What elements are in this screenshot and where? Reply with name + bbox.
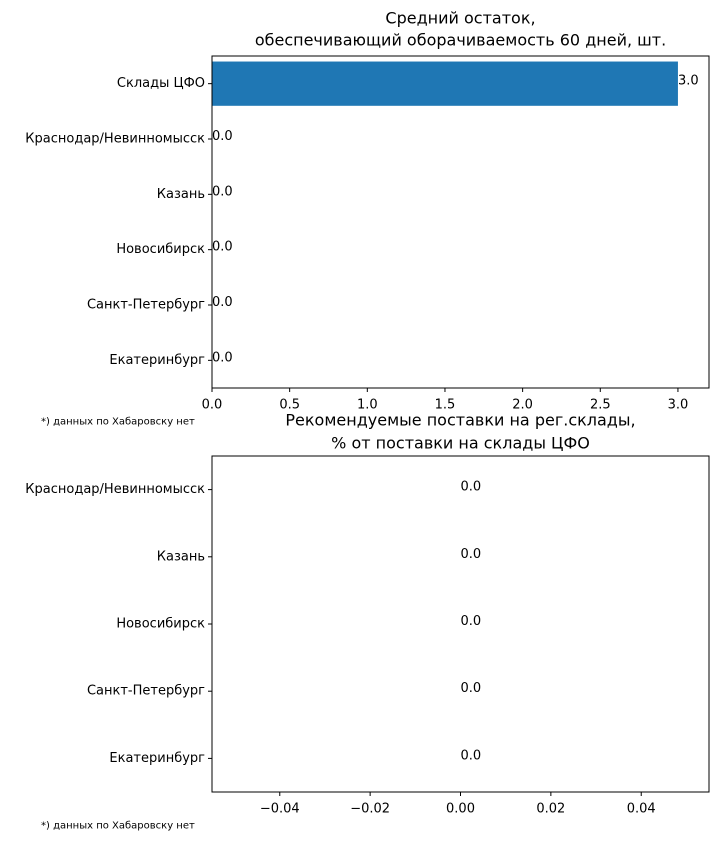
x-tick-label: 0.00	[446, 802, 475, 817]
x-tick-label: 0.02	[536, 802, 565, 817]
data-label: 0.0	[212, 129, 233, 144]
chart-1: Средний остаток, обеспечивающий оборачива…	[25, 9, 710, 428]
x-tick-label: 0.04	[627, 802, 656, 817]
bar	[212, 61, 678, 106]
x-tick-label: 0.0	[202, 398, 223, 413]
category-label: Казань	[157, 187, 205, 202]
chart-title-line: обеспечивающий оборачиваемость 60 дней, …	[255, 31, 666, 50]
chart-2: Рекомендуемые поставки на рег.склады, % о…	[25, 411, 710, 832]
x-tick-label: 0.5	[279, 398, 300, 413]
data-label: 0.0	[212, 350, 233, 365]
data-label: 0.0	[212, 295, 233, 310]
footnote: *) данных по Хабаровску нет	[41, 417, 195, 428]
category-label: Санкт-Петербург	[87, 684, 205, 699]
category-label: Краснодар/Невинномысск	[25, 482, 205, 497]
data-label: 3.0	[678, 74, 699, 89]
category-label: Екатеринбург	[109, 751, 205, 766]
data-label: 0.0	[212, 184, 233, 199]
data-label: 0.0	[212, 240, 233, 255]
chart-title-line: % от поставки на склады ЦФО	[331, 434, 590, 453]
data-label: 0.0	[461, 748, 482, 763]
x-tick-label: −0.02	[350, 802, 390, 817]
x-tick-label: 3.0	[668, 398, 689, 413]
data-label: 0.0	[461, 547, 482, 562]
data-label: 0.0	[461, 681, 482, 696]
category-label: Екатеринбург	[109, 353, 205, 368]
x-tick-label: 1.5	[435, 398, 456, 413]
category-label: Казань	[157, 549, 205, 564]
category-label: Новосибирск	[116, 617, 205, 632]
category-label: Санкт-Петербург	[87, 298, 205, 313]
x-tick-label: 2.5	[590, 398, 611, 413]
data-label: 0.0	[461, 480, 482, 495]
x-tick-label: 2.0	[512, 398, 533, 413]
category-label: Склады ЦФО	[117, 76, 205, 91]
plot-frame	[211, 55, 710, 389]
category-label: Новосибирск	[116, 242, 205, 257]
chart-title-line: Средний остаток,	[385, 9, 535, 28]
category-label: Краснодар/Невинномысск	[25, 132, 205, 147]
x-tick-label: −0.04	[260, 802, 300, 817]
data-label: 0.0	[461, 614, 482, 629]
x-tick-label: 1.0	[357, 398, 378, 413]
footnote: *) данных по Хабаровску нет	[41, 821, 195, 832]
chart-title-line: Рекомендуемые поставки на рег.склады,	[285, 411, 635, 430]
